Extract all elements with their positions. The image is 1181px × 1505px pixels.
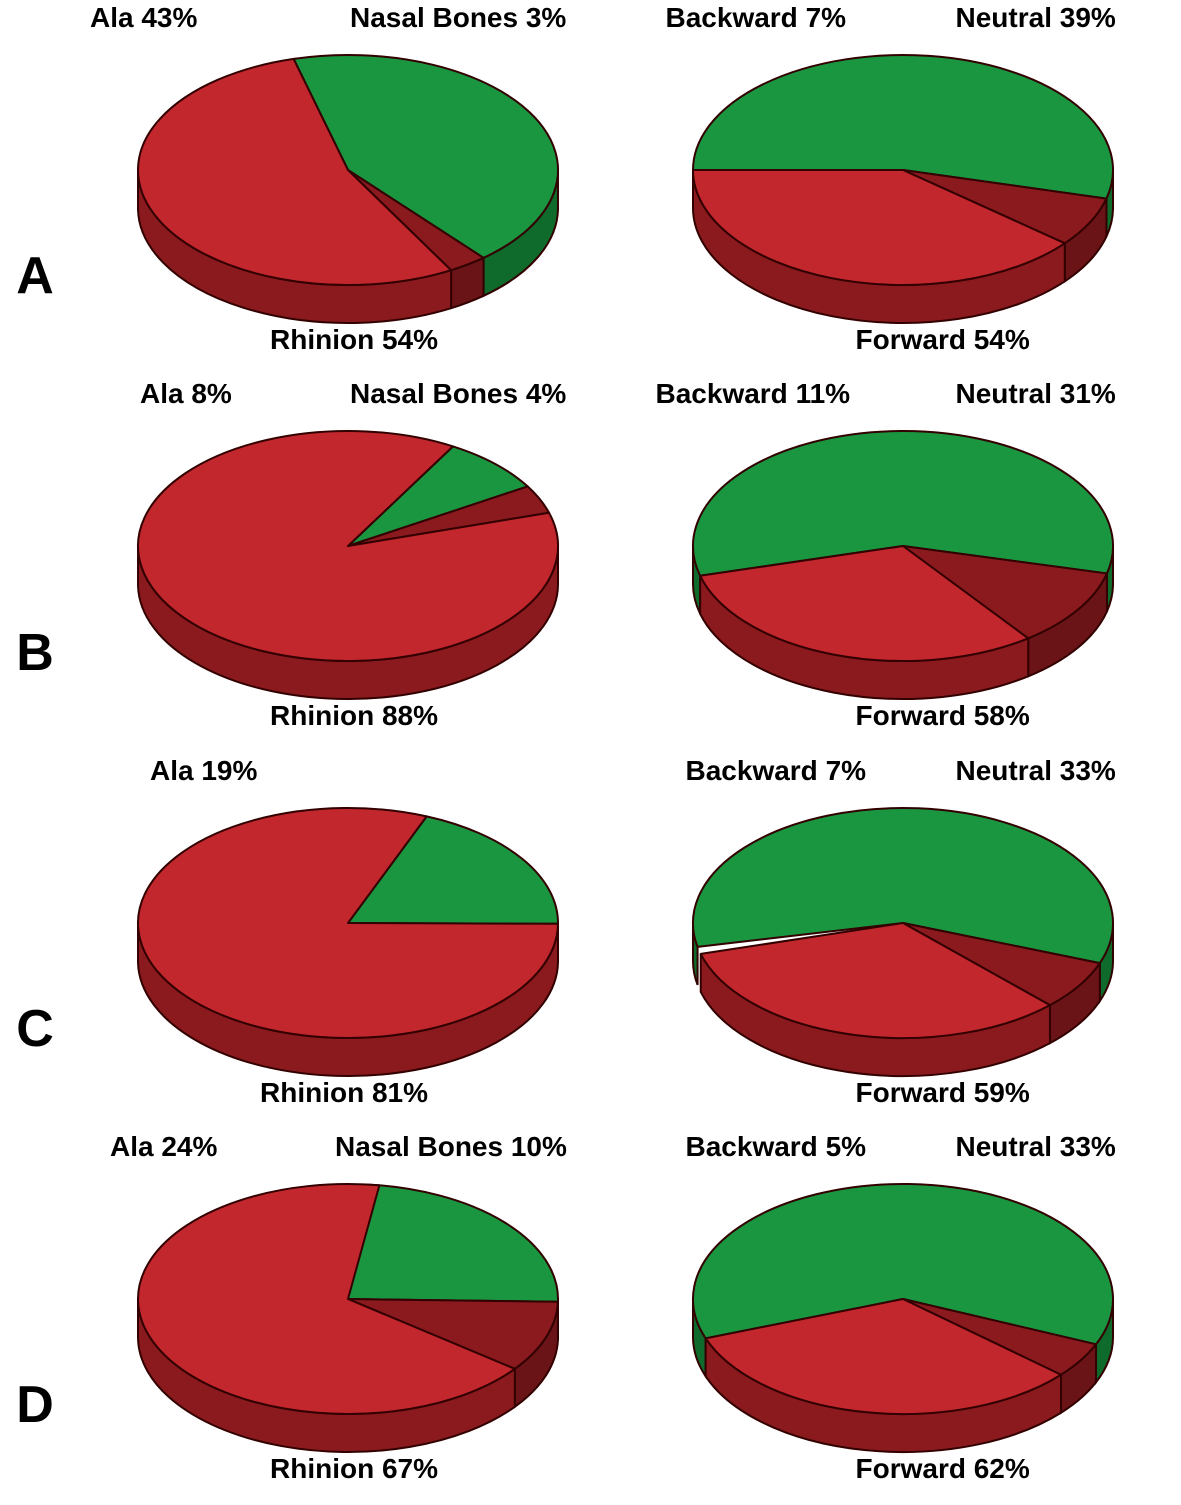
pie-slice-label: Rhinion 81% [260, 1077, 428, 1109]
pie-slice-label: Nasal Bones 3% [350, 2, 566, 34]
row-letter: C [0, 753, 70, 1129]
pie-slice-label: Backward 7% [686, 755, 867, 787]
pie-slice-label: Nasal Bones 10% [335, 1131, 567, 1163]
pie-slice-label: Rhinion 67% [270, 1453, 438, 1485]
pie-slice-label: Backward 7% [666, 2, 847, 34]
pie-slice-label: Ala 19% [150, 755, 257, 787]
chart-grid: A Ala 43% Nasal Bones 3% Rhinion 54% Backwar… [0, 0, 1181, 1505]
pie-slice-label: Neutral 33% [956, 1131, 1116, 1163]
pie-slice-label: Neutral 33% [956, 755, 1116, 787]
row-letter: D [0, 1129, 70, 1505]
pie-B-right: Backward 11% Neutral 31% Forward 58% [626, 376, 1181, 752]
pie-D-left: Ala 24% Nasal Bones 10% Rhinion 67% [70, 1129, 626, 1505]
pie-slice-label: Backward 11% [656, 378, 851, 410]
pie-slice-label: Forward 62% [856, 1453, 1030, 1485]
pie-slice-label: Ala 24% [110, 1131, 217, 1163]
pie-C-right: Backward 7% Neutral 33% Forward 59% [626, 753, 1181, 1129]
pie-slice-label: Ala 8% [140, 378, 232, 410]
pie-slice-label: Neutral 39% [956, 2, 1116, 34]
pie-slice-label: Forward 58% [856, 700, 1030, 732]
pie-D-right: Backward 5% Neutral 33% Forward 62% [626, 1129, 1181, 1505]
pie-slice-label: Rhinion 88% [270, 700, 438, 732]
pie-slice-label: Rhinion 54% [270, 324, 438, 356]
pie-slice-label: Forward 54% [856, 324, 1030, 356]
row-letter: A [0, 0, 70, 376]
pie-slice-label: Nasal Bones 4% [350, 378, 566, 410]
pie-C-left: Ala 19% Rhinion 81% [70, 753, 626, 1129]
row-letter: B [0, 376, 70, 752]
pie-A-left: Ala 43% Nasal Bones 3% Rhinion 54% [70, 0, 626, 376]
pie-slice-label: Forward 59% [856, 1077, 1030, 1109]
pie-B-left: Ala 8% Nasal Bones 4% Rhinion 88% [70, 376, 626, 752]
pie-A-right: Backward 7% Neutral 39% Forward 54% [626, 0, 1181, 376]
pie-slice-label: Backward 5% [686, 1131, 867, 1163]
pie-slice-label: Neutral 31% [956, 378, 1116, 410]
pie-slice-label: Ala 43% [90, 2, 197, 34]
